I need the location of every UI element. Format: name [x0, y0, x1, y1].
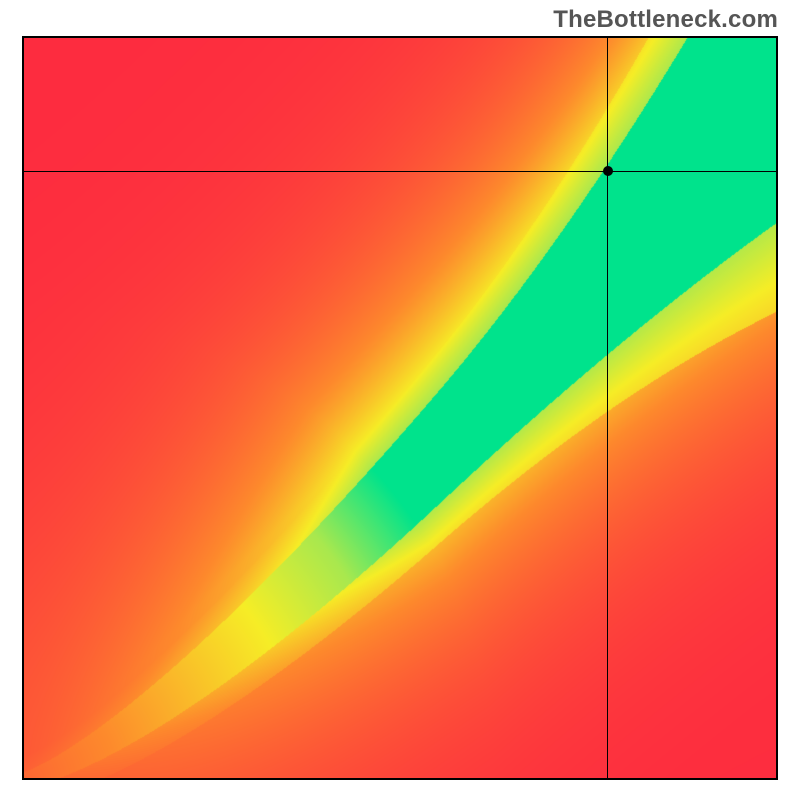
bottleneck-heatmap: [22, 36, 778, 780]
watermark-text: TheBottleneck.com: [553, 6, 778, 34]
plot-area: [22, 36, 778, 780]
chart-container: TheBottleneck.com: [0, 0, 800, 800]
